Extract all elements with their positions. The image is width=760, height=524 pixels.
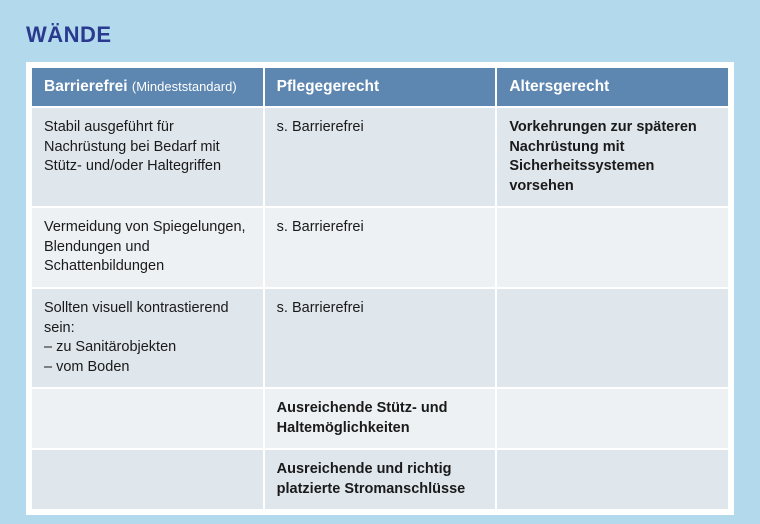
requirements-table: Barrierefrei (Mindeststandard) Pflegeger… <box>30 66 730 511</box>
table-cell: Vorkehrungen zur späteren Nachrüstung mi… <box>496 107 729 207</box>
table-cell: Ausreichende Stütz- und Haltemöglichkeit… <box>264 388 497 449</box>
table-cell <box>496 388 729 449</box>
col-header-sublabel: (Mindeststandard) <box>132 79 237 94</box>
table-cell <box>496 288 729 388</box>
table-row: Stabil ausgeführt für Nachrüstung bei Be… <box>31 107 729 207</box>
col-header-pflegegerecht: Pflegegerecht <box>264 67 497 107</box>
table-cell <box>31 388 264 449</box>
table-container: Barrierefrei (Mindeststandard) Pflegeger… <box>26 62 734 515</box>
col-header-barrierefrei: Barrierefrei (Mindeststandard) <box>31 67 264 107</box>
table-body: Stabil ausgeführt für Nachrüstung bei Be… <box>31 107 729 510</box>
table-row: Ausreichende Stütz- und Haltemöglichkeit… <box>31 388 729 449</box>
page-title: WÄNDE <box>26 22 734 48</box>
table-cell: Sollten visuell kontrastierend sein: – z… <box>31 288 264 388</box>
col-header-label: Altersgerecht <box>509 78 609 95</box>
table-header-row: Barrierefrei (Mindeststandard) Pflegeger… <box>31 67 729 107</box>
table-cell: Stabil ausgeführt für Nachrüstung bei Be… <box>31 107 264 207</box>
col-header-label: Barrierefrei <box>44 78 128 95</box>
table-cell: Vermeidung von Spiegelungen, Blendungen … <box>31 207 264 288</box>
col-header-altersgerecht: Altersgerecht <box>496 67 729 107</box>
table-cell <box>31 449 264 510</box>
table-row: Ausreichende und richtig platzierte Stro… <box>31 449 729 510</box>
table-cell: s. Barrierefrei <box>264 107 497 207</box>
table-row: Vermeidung von Spiegelungen, Blendungen … <box>31 207 729 288</box>
table-cell: s. Barrierefrei <box>264 207 497 288</box>
table-cell <box>496 449 729 510</box>
table-cell: Ausreichende und richtig platzierte Stro… <box>264 449 497 510</box>
table-cell: s. Barrierefrei <box>264 288 497 388</box>
table-cell <box>496 207 729 288</box>
table-row: Sollten visuell kontrastierend sein: – z… <box>31 288 729 388</box>
col-header-label: Pflegegerecht <box>277 78 380 95</box>
